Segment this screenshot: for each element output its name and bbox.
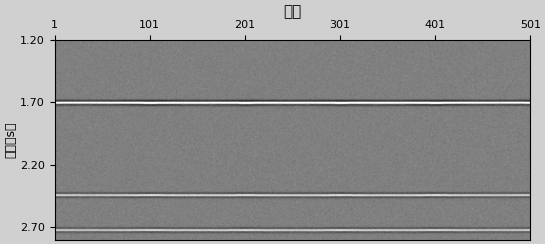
Y-axis label: 时间（s）: 时间（s） <box>4 122 17 158</box>
Title: 道数: 道数 <box>283 4 301 19</box>
